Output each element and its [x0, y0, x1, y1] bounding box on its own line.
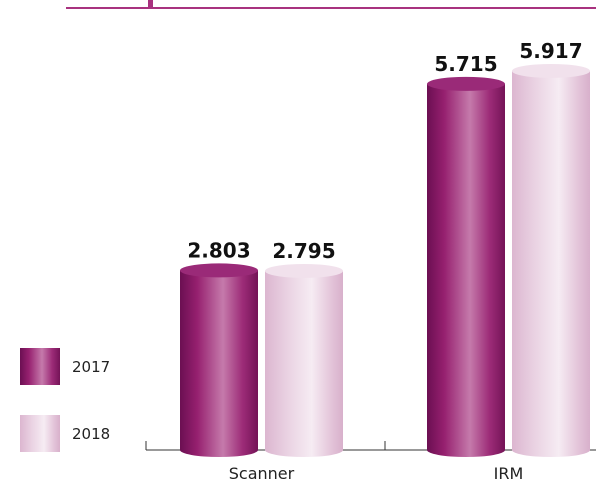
bar-cap-scanner-2017 — [180, 263, 258, 278]
header-rule-accent — [148, 0, 153, 7]
category-label-irm: IRM — [494, 464, 524, 483]
legend-label-2017: 2017 — [72, 358, 110, 376]
legend: 2017 2018 — [20, 348, 110, 452]
value-label-irm-2017: 5.715 — [434, 52, 497, 76]
value-label-scanner-2018: 2.795 — [272, 239, 335, 263]
bar-irm-2018 — [512, 70, 590, 457]
legend-swatch-2018 — [20, 415, 60, 452]
bar-cap-irm-2018 — [512, 63, 590, 78]
category-labels: Scanner IRM — [229, 464, 524, 483]
bar-scanner-2017 — [180, 270, 258, 457]
bars — [180, 63, 590, 457]
value-labels: 2.803 2.795 5.715 5.917 — [187, 39, 582, 263]
bar-scanner-2018 — [265, 270, 343, 457]
bar-cap-irm-2017 — [427, 76, 505, 91]
value-label-irm-2018: 5.917 — [519, 39, 582, 63]
bar-cap-scanner-2018 — [265, 263, 343, 278]
bar-irm-2017 — [427, 83, 505, 457]
legend-label-2018: 2018 — [72, 425, 110, 443]
legend-swatch-2017 — [20, 348, 60, 385]
value-label-scanner-2017: 2.803 — [187, 238, 250, 262]
category-label-scanner: Scanner — [229, 464, 295, 483]
